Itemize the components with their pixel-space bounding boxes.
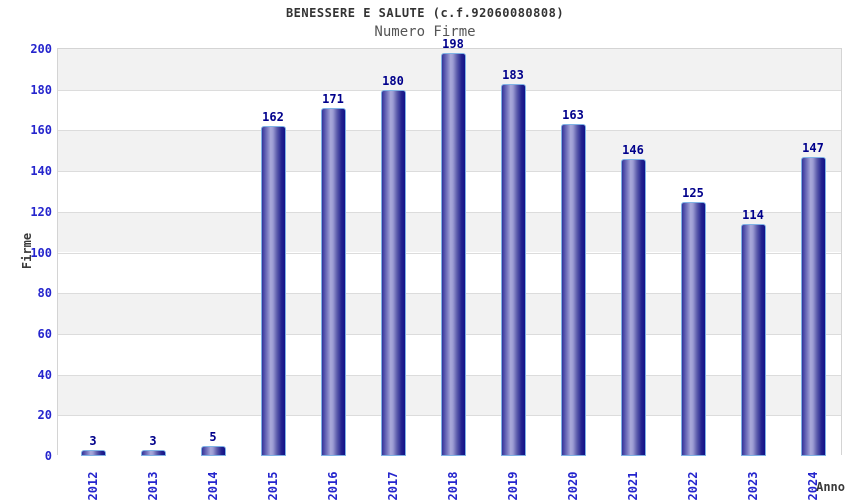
y-tick-label: 60 (37, 326, 52, 341)
x-tick-label: 2019 (506, 471, 520, 500)
y-tick-label: 80 (37, 286, 52, 301)
y-tick-label: 140 (30, 164, 52, 179)
bar-2019 (500, 83, 526, 456)
bar-2016 (320, 108, 346, 456)
bar-value-label: 3 (149, 433, 157, 448)
x-tick-label: 2013 (146, 471, 160, 500)
bar-value-label: 180 (382, 73, 404, 88)
x-tick-label: 2022 (686, 471, 700, 500)
bar-value-label: 183 (502, 67, 524, 82)
x-tick-label: 2020 (566, 471, 580, 500)
y-axis-title: Firme (20, 232, 34, 270)
x-tick-label: 2018 (446, 471, 460, 500)
bar-value-label: 146 (622, 142, 644, 157)
y-tick-label: 40 (37, 367, 52, 382)
y-tick-label: 180 (30, 82, 52, 97)
bar-2015 (260, 126, 286, 456)
bar-2017 (380, 89, 406, 456)
bar-2012 (80, 449, 106, 456)
x-tick-label: 2015 (266, 471, 280, 500)
bar-2018 (440, 53, 466, 456)
bar-value-label: 125 (682, 185, 704, 200)
bar-value-label: 162 (262, 110, 284, 125)
bar-2020 (560, 124, 586, 456)
y-tick-label: 160 (30, 123, 52, 138)
y-tick-label: 120 (30, 204, 52, 219)
bar-value-label: 5 (209, 429, 217, 444)
bar-2013 (140, 449, 166, 456)
bar-value-label: 163 (562, 108, 584, 123)
y-tick-label: 20 (37, 408, 52, 423)
x-tick-label: 2016 (326, 471, 340, 500)
y-tick-label: 100 (30, 245, 52, 260)
x-tick-label: 2023 (746, 471, 760, 500)
x-tick-label: 2014 (206, 471, 220, 500)
bar-value-label: 171 (322, 92, 344, 106)
chart-title: BENESSERE E SALUTE (c.f.92060080808) (285, 6, 565, 20)
x-tick-label: 2021 (626, 471, 640, 500)
bar-2022 (680, 201, 706, 456)
bar-2024 (800, 156, 826, 456)
y-tick-label: 0 (44, 449, 52, 463)
bar-2021 (620, 158, 646, 456)
bar-2014 (200, 445, 226, 456)
chart-subtitle: Numero Firme (374, 24, 476, 40)
y-tick-label: 200 (30, 42, 52, 56)
bar-value-label: 198 (442, 37, 464, 52)
x-tick-label: 2017 (386, 471, 400, 500)
bar-value-label: 147 (802, 140, 824, 155)
bar-value-label: 3 (89, 433, 97, 448)
plot-area: 0 20 40 60 80 100 120 140 160 180 200 3 2012 3 2013 5 20… (30, 37, 842, 500)
x-axis-title: Anno (816, 480, 845, 494)
bar-2023 (740, 224, 766, 456)
x-tick-label: 2012 (86, 471, 100, 500)
bar-value-label: 114 (742, 208, 764, 222)
